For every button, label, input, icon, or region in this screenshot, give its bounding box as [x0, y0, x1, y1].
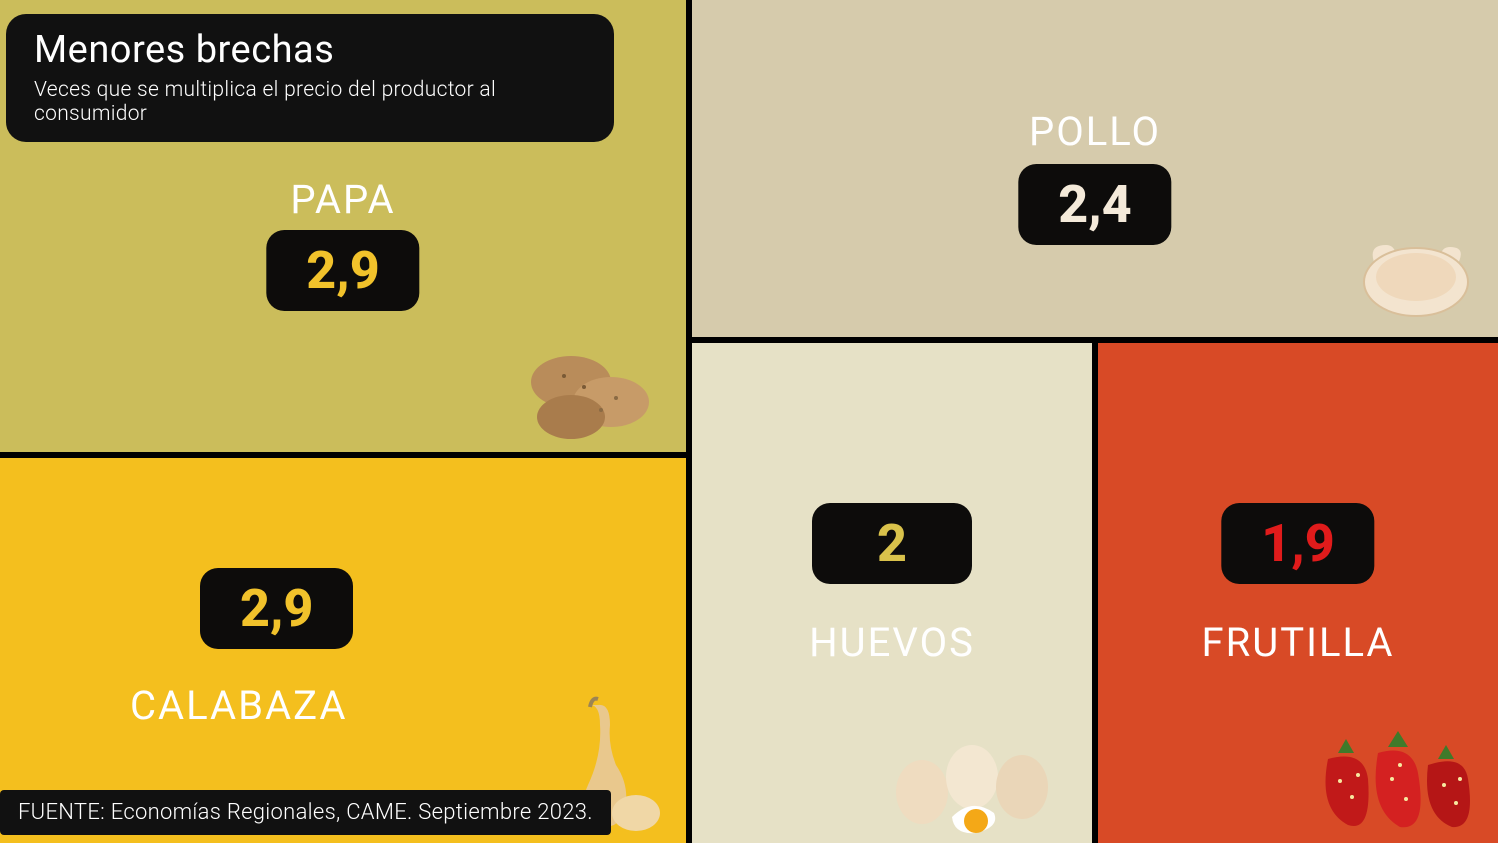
footer-source: FUENTE: Economías Regionales, CAME. Sept… [0, 790, 611, 835]
value-papa: 2,9 [266, 230, 419, 311]
label-frutilla: FRUTILLA [1098, 619, 1498, 666]
header-title: Menores brechas [34, 28, 586, 72]
label-calabaza: CALABAZA [130, 682, 347, 729]
header-box: Menores brechas Veces que se multiplica … [6, 14, 614, 142]
label-pollo: POLLO [692, 108, 1498, 155]
eggs-icon [882, 707, 1072, 837]
tile-huevos: 2 HUEVOS [692, 343, 1092, 843]
strawberry-icon [1288, 709, 1488, 839]
header-subtitle: Veces que se multiplica el precio del pr… [34, 78, 586, 126]
chicken-icon [1346, 217, 1486, 327]
value-calabaza: 2,9 [200, 568, 353, 649]
label-papa: PAPA [0, 176, 686, 223]
value-frutilla: 1,9 [1221, 503, 1374, 584]
potato-icon [516, 332, 666, 442]
label-huevos: HUEVOS [692, 619, 1092, 666]
tile-pollo: POLLO 2,4 [692, 0, 1498, 337]
infographic-canvas: PAPA 2,9 POLLO 2,4 2,9 CALABAZA [0, 0, 1498, 843]
tile-calabaza: 2,9 CALABAZA [0, 458, 686, 843]
tile-frutilla: 1,9 FRUTILLA [1098, 343, 1498, 843]
value-pollo: 2,4 [1018, 164, 1171, 245]
value-huevos: 2 [812, 503, 972, 584]
